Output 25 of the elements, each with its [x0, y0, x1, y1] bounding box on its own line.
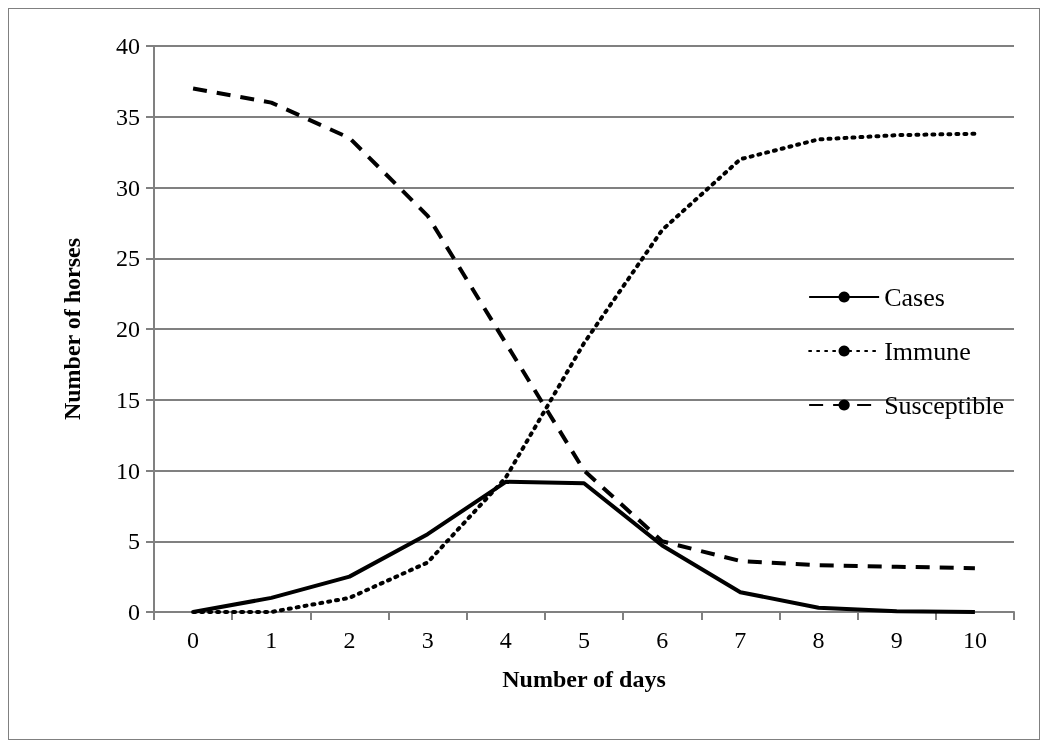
x-tick-label: 9	[890, 627, 903, 653]
y-tick-label: 15	[116, 386, 140, 413]
x-tick-label: 1	[265, 627, 278, 653]
legend-label: Cases	[884, 282, 945, 312]
legend-label: Susceptible	[884, 390, 1005, 420]
legend-label: Immune	[884, 336, 971, 366]
y-tick-label: 30	[116, 174, 140, 201]
x-tick-label: 3	[421, 627, 434, 653]
y-tick-label: 0	[128, 599, 140, 625]
x-tick-label: 10	[962, 627, 987, 653]
y-tick-label: 5	[128, 528, 140, 555]
x-tick-label: 4	[499, 627, 512, 653]
y-axis-title: Number of horses	[59, 237, 85, 421]
x-tick-label: 2	[343, 627, 356, 653]
x-axis-title: Number of days	[502, 666, 666, 692]
x-tick-label: 7	[734, 627, 747, 653]
x-tick-label: 5	[578, 627, 590, 653]
y-tick-label: 40	[116, 33, 140, 59]
x-tick-label: 0	[187, 627, 200, 653]
y-tick-label: 20	[116, 316, 140, 342]
y-tick-label: 35	[116, 103, 140, 130]
y-tick-label: 10	[116, 457, 140, 484]
y-tick-label: 25	[116, 245, 140, 272]
x-tick-label: 8	[812, 627, 825, 653]
x-tick-label: 6	[656, 627, 669, 653]
